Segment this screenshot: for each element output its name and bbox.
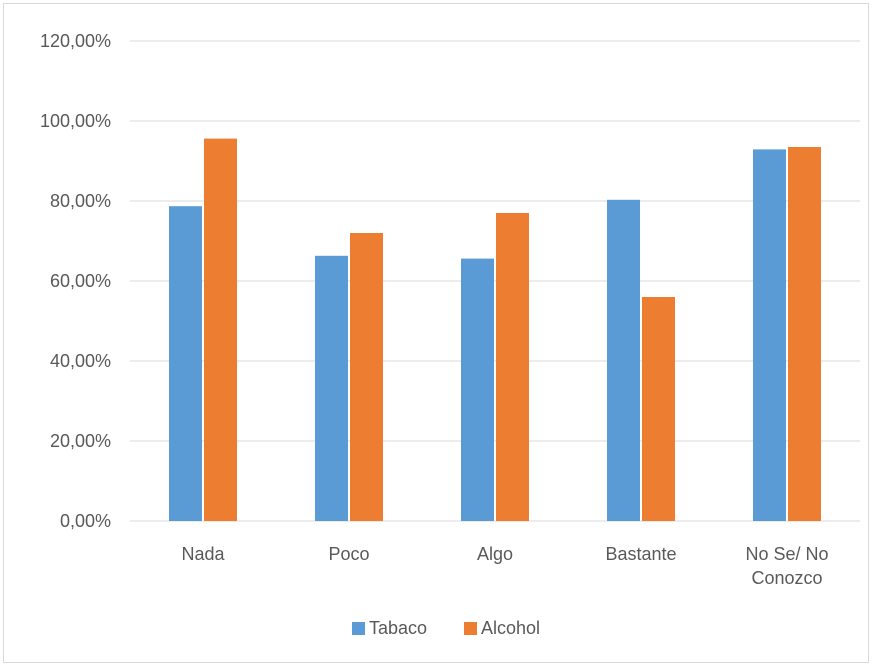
bar-tabaco: [169, 206, 202, 521]
x-tick-label: Nada: [181, 544, 225, 564]
y-tick-label: 80,00%: [50, 191, 111, 211]
bar-tabaco: [753, 149, 786, 521]
bar-alcohol: [642, 297, 675, 521]
bar-tabaco: [461, 258, 494, 521]
y-tick-label: 0,00%: [60, 511, 111, 531]
chart-frame: [3, 3, 869, 663]
x-tick-label: Conozco: [751, 568, 822, 588]
bar-alcohol: [350, 233, 383, 521]
legend-label-alcohol: Alcohol: [481, 618, 540, 638]
x-tick-label: No Se/ No: [745, 544, 828, 564]
y-tick-label: 100,00%: [40, 111, 111, 131]
y-tick-label: 20,00%: [50, 431, 111, 451]
y-tick-label: 120,00%: [40, 31, 111, 51]
y-tick-label: 40,00%: [50, 351, 111, 371]
bar-alcohol: [788, 147, 821, 521]
x-tick-label: Bastante: [605, 544, 676, 564]
legend-label-tabaco: Tabaco: [369, 618, 427, 638]
bar-tabaco: [607, 199, 640, 522]
x-tick-label: Algo: [477, 544, 513, 564]
bar-alcohol: [496, 213, 529, 521]
bar-alcohol: [204, 138, 237, 521]
legend-swatch-alcohol: [464, 622, 477, 635]
bar-tabaco: [315, 255, 348, 522]
legend-swatch-tabaco: [352, 622, 365, 635]
x-tick-label: Poco: [328, 544, 369, 564]
y-tick-label: 60,00%: [50, 271, 111, 291]
